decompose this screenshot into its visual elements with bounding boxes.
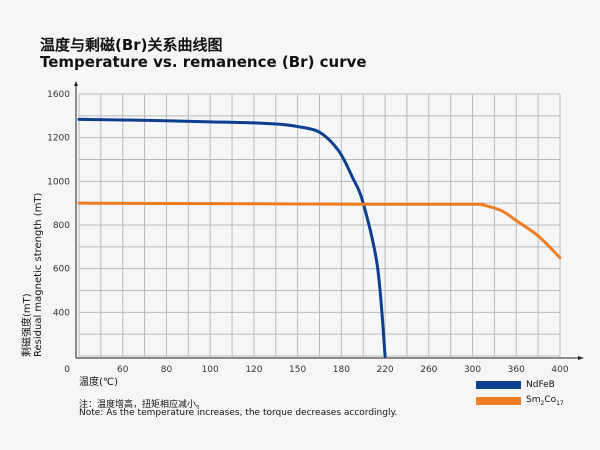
x-tick-label: 300 <box>464 365 481 375</box>
x-tick-label: 80 <box>161 365 173 375</box>
x-tick-label: 260 <box>420 365 437 375</box>
series-line-ndfeb <box>77 117 387 358</box>
x-tick-label: 360 <box>508 365 525 375</box>
x-tick-label: 120 <box>245 365 262 375</box>
note-cn: 注：温度增高，扭矩相应减小。 <box>79 400 206 410</box>
x-tick-label: 60 <box>117 365 129 375</box>
x-tick-label: 180 <box>333 365 350 375</box>
x-tick-label: 150 <box>289 365 306 375</box>
y-tick-label: 800 <box>53 221 70 231</box>
legend-swatch-ndfeb <box>476 381 521 389</box>
y-tick-label: 1000 <box>47 177 70 187</box>
y-tick-label: 600 <box>53 265 70 275</box>
legend-label-smco: Sm2Co17 <box>526 395 564 407</box>
y-axis-label: Residual magnetic strength (mT) <box>33 192 44 357</box>
chart-subtitle: Temperature vs. remanence (Br) curve <box>40 53 367 71</box>
y-axis-label-cn: 剩磁强度(mT) <box>22 293 33 357</box>
legend-label-ndfeb: NdFeB <box>526 380 555 390</box>
note-en: Note: As the temperature increases, the … <box>79 408 398 418</box>
legend-item-smco: Sm2Co17 <box>476 395 564 407</box>
series-line-smco <box>77 201 562 260</box>
y-tick-label: 400 <box>53 308 70 318</box>
y-tick-label: 1600 <box>47 90 70 100</box>
origin-label: 0 <box>64 365 70 375</box>
x-axis-arrow <box>578 356 584 360</box>
x-tick-label: 400 <box>551 365 568 375</box>
legend-swatch-smco <box>476 396 521 405</box>
y-tick-label: 1200 <box>47 134 70 144</box>
legend-item-ndfeb: NdFeB <box>476 380 555 390</box>
x-tick-label: 100 <box>202 365 219 375</box>
x-axis-label: 温度(℃) <box>79 377 119 388</box>
y-axis-arrow <box>74 81 78 86</box>
x-tick-label: 220 <box>376 365 393 375</box>
chart-title: 温度与剩磁(Br)关系曲线图 <box>40 36 223 54</box>
